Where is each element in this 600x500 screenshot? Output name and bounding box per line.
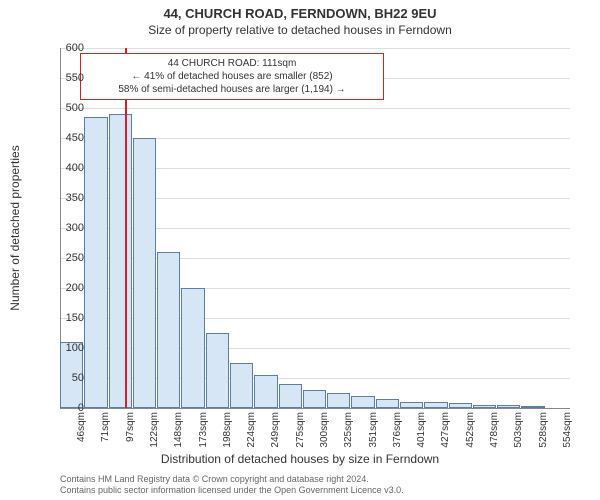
histogram-bar <box>449 403 472 408</box>
plot-area <box>60 48 570 408</box>
x-tick-label: 351sqm <box>368 412 379 448</box>
x-tick-label: 528sqm <box>538 412 549 448</box>
annotation-box: 44 CHURCH ROAD: 111sqm ← 41% of detached… <box>80 53 384 100</box>
annotation-line2: ← 41% of detached houses are smaller (85… <box>87 70 377 83</box>
x-tick-label: 122sqm <box>149 412 160 448</box>
y-tick-label: 100 <box>44 342 84 354</box>
annotation-line3: 58% of semi-detached houses are larger (… <box>87 83 377 96</box>
histogram-bar <box>181 288 204 408</box>
x-tick-label: 401sqm <box>416 412 427 448</box>
y-tick-label: 450 <box>44 132 84 144</box>
x-tick-label: 325sqm <box>343 412 354 448</box>
histogram-bar <box>133 138 156 408</box>
x-tick-label: 249sqm <box>270 412 281 448</box>
x-tick-label: 173sqm <box>198 412 209 448</box>
y-tick-label: 350 <box>44 192 84 204</box>
histogram-bar <box>376 399 399 408</box>
histogram-bar <box>497 405 520 408</box>
histogram-bar <box>400 402 423 408</box>
x-tick-label: 503sqm <box>513 412 524 448</box>
histogram-bar <box>254 375 277 408</box>
footer-line1: Contains HM Land Registry data © Crown c… <box>60 474 404 485</box>
y-tick-label: 600 <box>44 42 84 54</box>
x-tick-label: 275sqm <box>295 412 306 448</box>
y-tick-label: 250 <box>44 252 84 264</box>
x-tick-label: 46sqm <box>76 412 87 442</box>
y-tick-label: 50 <box>44 372 84 384</box>
annotation-line1: 44 CHURCH ROAD: 111sqm <box>87 57 377 70</box>
y-tick-label: 400 <box>44 162 84 174</box>
y-tick-label: 500 <box>44 102 84 114</box>
footer: Contains HM Land Registry data © Crown c… <box>60 474 404 496</box>
x-tick-label: 224sqm <box>246 412 257 448</box>
histogram-bar <box>206 333 229 408</box>
chart-subtitle: Size of property relative to detached ho… <box>0 21 600 37</box>
x-tick-label: 97sqm <box>125 412 136 442</box>
y-tick-label: 150 <box>44 312 84 324</box>
y-tick-label: 300 <box>44 222 84 234</box>
histogram-bar <box>351 396 374 408</box>
x-tick-label: 478sqm <box>489 412 500 448</box>
grid-line <box>60 408 570 409</box>
y-axis-label: Number of detached properties <box>8 145 22 310</box>
histogram-bar <box>84 117 107 408</box>
x-tick-label: 198sqm <box>222 412 233 448</box>
x-tick-label: 427sqm <box>440 412 451 448</box>
property-marker-line <box>125 48 127 408</box>
x-tick-label: 71sqm <box>100 412 111 442</box>
x-axis-label: Distribution of detached houses by size … <box>0 452 600 466</box>
grid-line <box>60 108 570 109</box>
histogram-bar <box>109 114 132 408</box>
histogram-bar <box>279 384 302 408</box>
y-tick-label: 200 <box>44 282 84 294</box>
histogram-bar <box>424 402 447 408</box>
x-tick-label: 452sqm <box>465 412 476 448</box>
histogram-bar <box>303 390 326 408</box>
grid-line <box>60 48 570 49</box>
histogram-bar <box>157 252 180 408</box>
histogram-bar <box>521 406 544 408</box>
x-tick-label: 554sqm <box>562 412 573 448</box>
histogram-bar <box>473 405 496 408</box>
histogram-bar <box>230 363 253 408</box>
y-tick-label: 550 <box>44 72 84 84</box>
x-tick-label: 376sqm <box>392 412 403 448</box>
footer-line2: Contains public sector information licen… <box>60 485 404 496</box>
x-tick-label: 300sqm <box>319 412 330 448</box>
x-tick-label: 148sqm <box>173 412 184 448</box>
histogram-bar <box>327 393 350 408</box>
chart-title: 44, CHURCH ROAD, FERNDOWN, BH22 9EU <box>0 0 600 21</box>
